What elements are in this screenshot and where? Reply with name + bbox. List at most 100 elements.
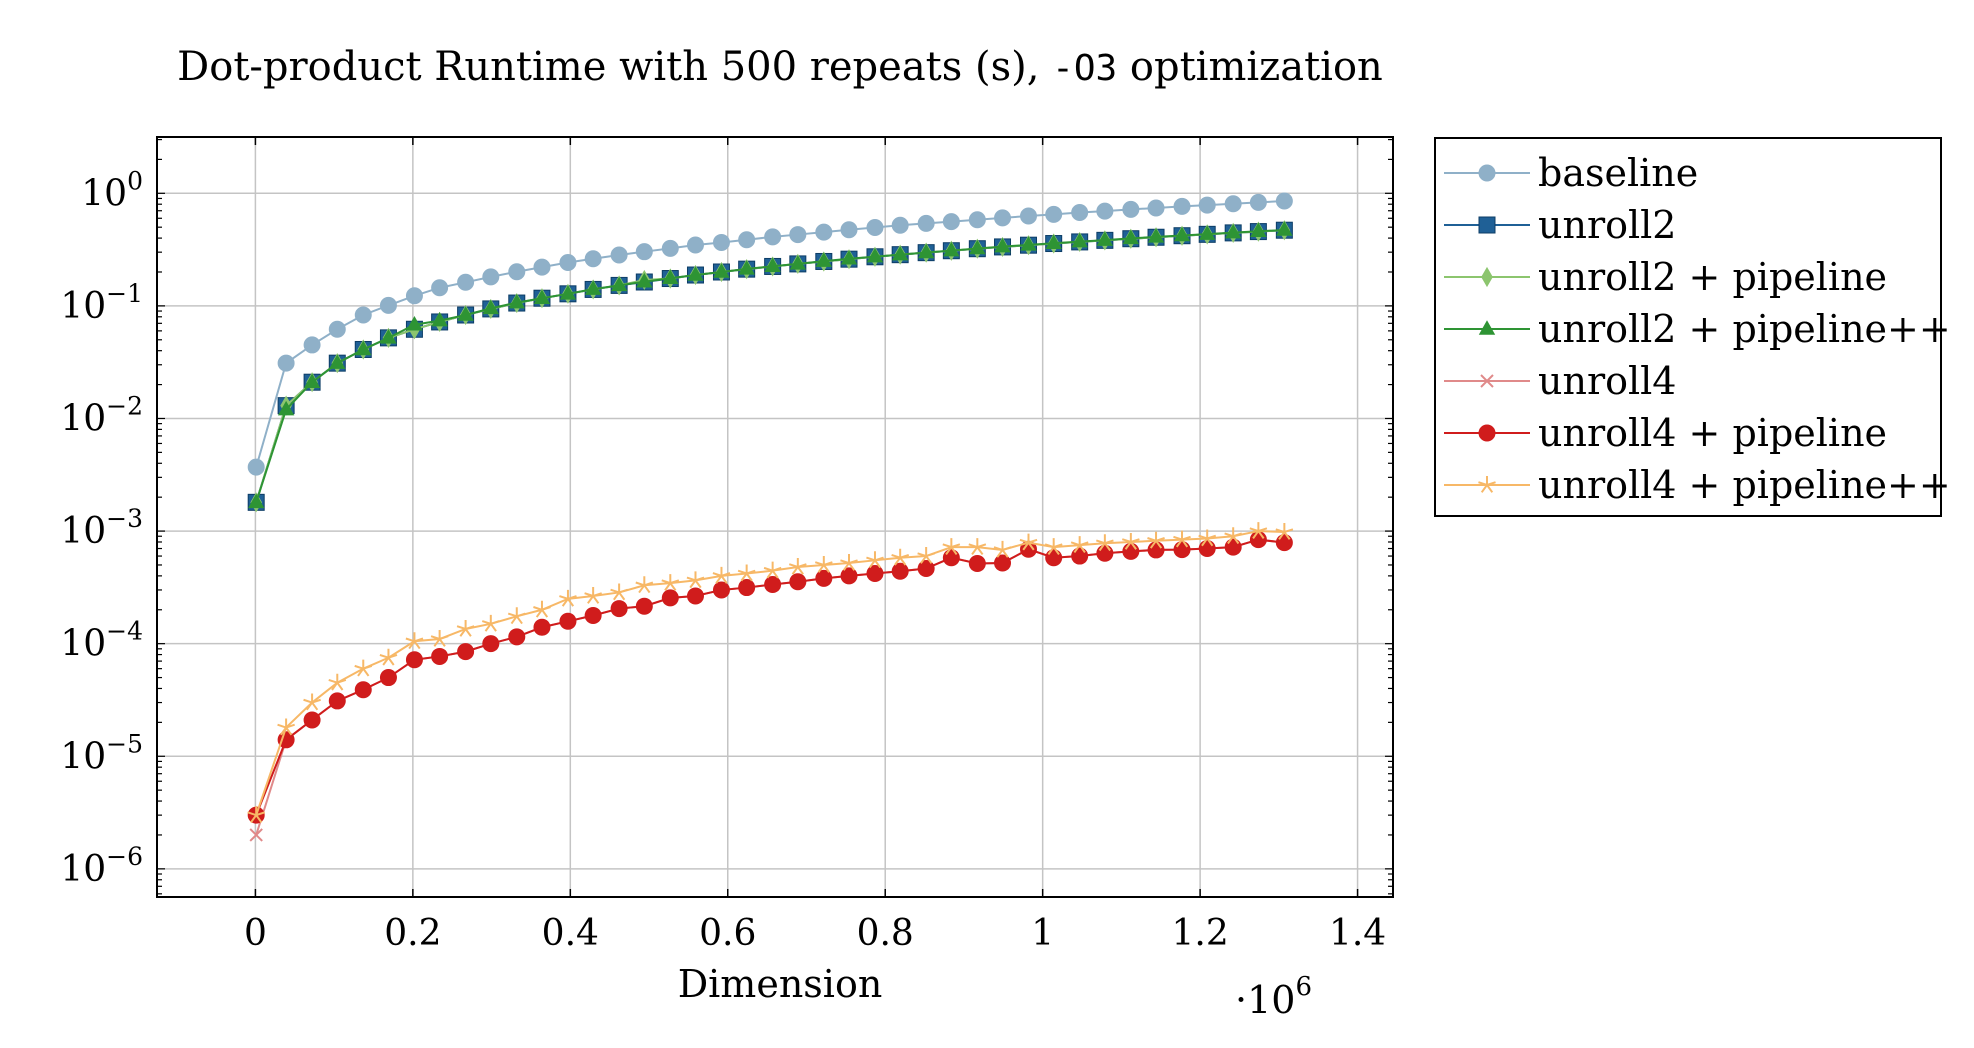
series-unroll2-pipeline-: [247, 221, 1293, 509]
data-point: [1249, 531, 1267, 549]
data-point: [917, 243, 935, 259]
data-point: [815, 252, 833, 267]
x-tick-label: 1: [1031, 913, 1054, 954]
data-point: [994, 237, 1011, 253]
data-point: [968, 538, 987, 556]
data-point: [1198, 529, 1217, 547]
x-axis-multiplier-base: ·10: [1235, 978, 1296, 1022]
chart-title-rest: optimization: [1129, 44, 1383, 90]
data-point: [1481, 266, 1493, 288]
data-point: [584, 250, 602, 268]
data-point: [610, 600, 628, 618]
chart-title-main: Dot-product Runtime with 500 repeats (s)…: [177, 44, 1040, 90]
data-point: [814, 555, 833, 573]
data-point: [661, 239, 679, 257]
data-point: [431, 647, 449, 665]
data-point: [533, 600, 551, 618]
data-point: [1275, 534, 1293, 552]
data-point: [737, 564, 756, 582]
data-point: [712, 233, 730, 251]
data-point: [405, 651, 423, 669]
data-point: [247, 493, 265, 509]
chart-title: Dot-product Runtime with 500 repeats (s)…: [0, 44, 1560, 90]
data-point: [635, 597, 653, 615]
data-point: [1173, 530, 1191, 548]
legend-swatch: [1444, 476, 1530, 493]
data-point: [1249, 522, 1268, 539]
y-tick-label-base: 10: [60, 849, 106, 890]
data-point: [789, 226, 807, 244]
data-point: [1250, 222, 1267, 238]
x-axis-multiplier: ·106: [1235, 974, 1312, 1022]
data-point: [661, 589, 679, 607]
data-point: [993, 540, 1012, 558]
data-point: [277, 718, 295, 736]
x-tick-label: 0: [244, 913, 267, 954]
legend-label: unroll4 + pipeline: [1538, 411, 1888, 455]
data-point: [764, 576, 782, 594]
data-point: [994, 554, 1012, 572]
y-tick-label: 10−6: [60, 842, 143, 890]
data-point: [380, 329, 397, 344]
data-point: [917, 214, 935, 232]
data-point: [1019, 533, 1038, 551]
legend-label: unroll2 + pipeline: [1538, 255, 1888, 299]
data-point: [1480, 374, 1494, 388]
x-tick-label: 0.4: [542, 913, 599, 954]
y-tick-label: 10−3: [60, 504, 143, 552]
data-point: [1044, 538, 1063, 556]
data-point: [686, 571, 705, 589]
legend-item: unroll4 + pipeline: [1436, 407, 1940, 459]
data-point: [661, 574, 680, 591]
data-point: [942, 538, 961, 556]
data-point: [1121, 532, 1140, 550]
data-point: [1249, 193, 1267, 211]
data-point: [328, 673, 347, 691]
data-point: [1095, 534, 1114, 552]
data-point: [636, 272, 653, 288]
data-point: [405, 287, 423, 305]
data-point: [891, 562, 909, 580]
data-point: [303, 373, 321, 388]
y-tick-label: 10−5: [60, 729, 143, 777]
data-point: [686, 236, 704, 254]
data-point: [789, 255, 807, 270]
data-point: [354, 681, 372, 699]
plot-area: [157, 137, 1393, 897]
legend-item: unroll2: [1436, 199, 1940, 251]
data-point: [969, 239, 986, 255]
data-point: [1275, 192, 1293, 210]
legend-label: unroll4 + pipeline++: [1538, 463, 1951, 507]
data-point: [1122, 229, 1140, 245]
data-point: [713, 263, 730, 278]
data-point: [1224, 527, 1243, 545]
plot-frame: [156, 136, 1394, 898]
data-point: [891, 216, 909, 234]
data-point: [764, 257, 781, 272]
data-point: [329, 354, 346, 369]
data-point: [866, 564, 884, 582]
data-point: [277, 731, 295, 749]
legend-swatch: [1444, 424, 1530, 442]
data-point: [635, 243, 653, 261]
data-point: [738, 579, 756, 597]
data-point: [891, 245, 909, 261]
data-point: [584, 280, 602, 295]
y-tick-label-exponent: −2: [106, 391, 143, 420]
data-point: [456, 619, 475, 637]
data-point: [355, 340, 372, 356]
legend-item: baseline: [1436, 147, 1940, 199]
data-point: [1071, 232, 1088, 248]
data-point: [1147, 228, 1165, 243]
data-point: [686, 587, 704, 605]
data-point: [866, 551, 884, 569]
data-point: [533, 618, 551, 636]
data-point: [1224, 223, 1242, 239]
data-point: [840, 554, 858, 571]
data-point: [1070, 536, 1089, 554]
data-point: [247, 458, 265, 476]
data-point: [1198, 225, 1216, 240]
data-point: [457, 643, 475, 661]
data-point: [788, 557, 807, 575]
